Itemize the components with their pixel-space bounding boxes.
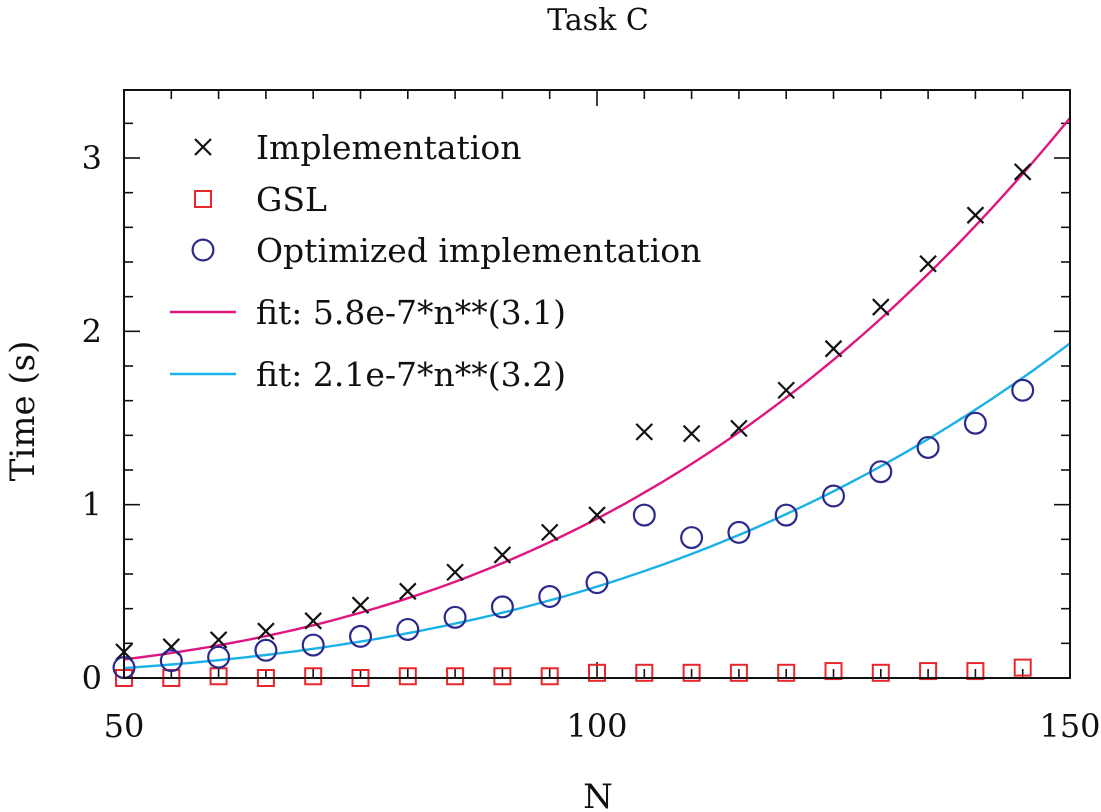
gsl-point: [682, 663, 701, 682]
optimized-point: [254, 638, 278, 662]
gsl-point: [540, 667, 559, 686]
optimized-point: [443, 605, 467, 629]
implementation-point-stroke: [209, 631, 228, 649]
gsl-point: [824, 662, 843, 681]
implementation-point-stroke: [824, 339, 843, 358]
optimized-point: [1011, 378, 1035, 402]
implementation-point-stroke: [682, 424, 701, 443]
legend-optimized-marker: [191, 238, 215, 262]
implementation-point-stroke: [351, 596, 370, 614]
optimized-point: [349, 624, 373, 648]
x-tick-label: 100: [566, 707, 627, 745]
implementation-point-stroke: [304, 612, 322, 630]
gsl-point: [446, 667, 465, 686]
gsl-point: [635, 663, 654, 682]
optimized-point: [301, 633, 325, 657]
y-tick-label: 2: [82, 312, 102, 350]
legend-gsl-marker: [194, 190, 212, 208]
legend-implementation-marker-stroke: [194, 138, 212, 156]
gsl-point: [729, 663, 748, 682]
implementation-point: [257, 622, 275, 640]
y-tick-label: 3: [82, 139, 102, 177]
x-tick-label: 50: [104, 707, 145, 745]
optimized-point: [916, 435, 940, 459]
gsl-point: [398, 667, 417, 686]
implementation-point: [351, 596, 370, 614]
implementation-point-stroke: [730, 419, 748, 438]
y-tick-label: 1: [82, 486, 102, 524]
optimized-point: [538, 585, 562, 609]
implementation-point: [777, 381, 795, 400]
implementation-point-stroke: [588, 506, 606, 524]
optimized-point: [396, 617, 420, 641]
y-tick-label: 0: [82, 659, 102, 697]
implementation-point-stroke: [966, 206, 985, 224]
gsl-point: [966, 662, 985, 681]
legend-label: GSL: [256, 180, 327, 219]
optimized-point: [490, 595, 514, 619]
gsl-point: [493, 667, 512, 686]
implementation-point: [588, 506, 606, 524]
implementation-point-stroke: [1013, 163, 1032, 181]
x-tick-label: 150: [1039, 707, 1100, 745]
fit-curves: [123, 117, 1071, 670]
implementation-point: [635, 423, 654, 441]
implementation-point: [446, 563, 464, 582]
legend-implementation-marker: [194, 138, 212, 156]
implementation-point: [730, 419, 748, 438]
gsl-point: [304, 667, 323, 686]
optimized-point: [680, 526, 704, 550]
optimized-point: [159, 649, 183, 673]
implementation-point: [919, 254, 937, 273]
gsl-point: [777, 663, 796, 682]
implementation-point: [540, 523, 559, 542]
gsl-point: [871, 663, 890, 682]
plot-frame: [123, 89, 1071, 679]
legend-label: fit: 2.1e-7*n**(3.2): [256, 355, 566, 394]
implementation-point: [399, 582, 417, 601]
optimized-point: [821, 484, 845, 508]
implementation-point-stroke: [493, 546, 512, 564]
implementation-point: [304, 612, 322, 630]
implementation-point-stroke: [257, 622, 275, 640]
chart-title: Task C: [547, 3, 649, 38]
implementation-point: [872, 298, 890, 316]
fit-line-1: [123, 117, 1071, 661]
implementation-point: [824, 339, 843, 358]
implementation-point: [209, 631, 228, 649]
implementation-point: [1013, 163, 1032, 181]
implementation-point-stroke: [446, 563, 464, 582]
gsl-point: [919, 662, 938, 681]
optimized-point: [869, 460, 893, 484]
legend: Implementation GSL Optimized implementatio…: [170, 128, 701, 394]
optimized-point: [727, 520, 751, 544]
implementation-point: [966, 206, 985, 224]
implementation-point-stroke: [872, 298, 890, 316]
legend-label: Optimized implementation: [256, 231, 701, 270]
implementation-point: [493, 546, 512, 564]
optimized-point: [207, 645, 231, 669]
implementation-point-stroke: [399, 582, 417, 601]
implementation-point: [682, 424, 701, 443]
gsl-point: [588, 663, 606, 682]
x-axis-label: N: [583, 777, 613, 812]
gsl-point: [1013, 658, 1032, 677]
implementation-point-stroke: [919, 254, 937, 273]
optimized-point: [632, 503, 656, 527]
optimized-point: [585, 571, 609, 595]
optimized-point: [963, 411, 987, 435]
implementation-point-stroke: [777, 381, 795, 400]
optimized-point: [774, 503, 798, 527]
ticks: 50 100 150 0 1 2 3: [82, 90, 1101, 745]
legend-label: Implementation: [256, 128, 521, 167]
legend-label: fit: 5.8e-7*n**(3.1): [256, 293, 566, 332]
implementation-point-stroke: [635, 423, 654, 441]
y-axis-label: Time (s): [3, 341, 43, 482]
fit-line-2: [123, 342, 1071, 670]
implementation-point-stroke: [540, 523, 559, 542]
